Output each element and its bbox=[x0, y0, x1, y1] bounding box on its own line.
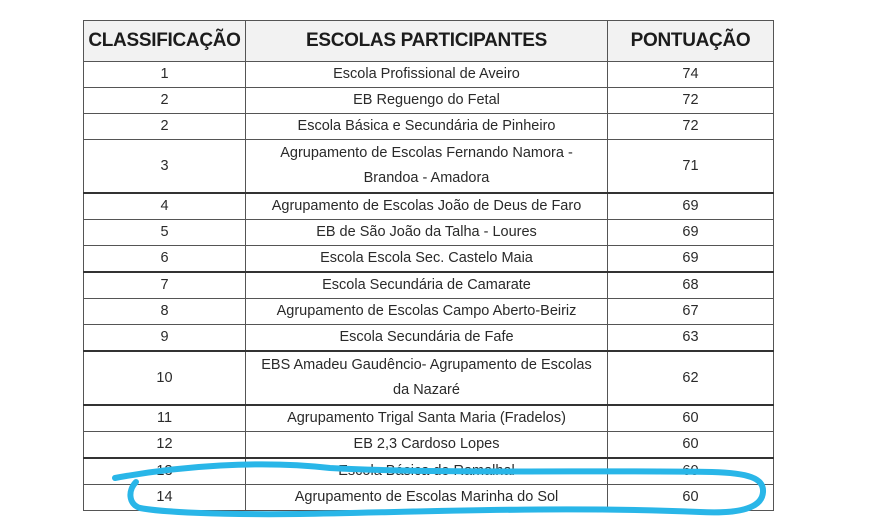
school-cell: Escola Secundária de Camarate bbox=[245, 271, 608, 299]
score-cell: 62 bbox=[607, 350, 774, 406]
ranking-table-container: CLASSIFICAÇÃO ESCOLAS PARTICIPANTES PONT… bbox=[83, 20, 774, 511]
school-cell: Agrupamento de Escolas João de Deus de F… bbox=[245, 192, 608, 220]
school-cell: Escola Básica do Ramalhal bbox=[245, 457, 608, 485]
table-row-highlighted: 13 Escola Básica do Ramalhal 60 bbox=[83, 457, 774, 485]
school-cell: Escola Básica e Secundária de Pinheiro bbox=[245, 113, 608, 140]
table-row: 8 Agrupamento de Escolas Campo Aberto-Be… bbox=[83, 298, 774, 325]
table-row: 7 Escola Secundária de Camarate 68 bbox=[83, 271, 774, 299]
score-cell: 60 bbox=[607, 404, 774, 432]
score-cell: 60 bbox=[607, 484, 774, 511]
score-cell: 71 bbox=[607, 139, 774, 194]
school-cell: Escola Escola Sec. Castelo Maia bbox=[245, 245, 608, 273]
rank-cell: 2 bbox=[83, 113, 246, 140]
score-cell: 67 bbox=[607, 298, 774, 325]
rank-cell: 12 bbox=[83, 431, 246, 459]
score-cell: 69 bbox=[607, 219, 774, 246]
rank-cell: 10 bbox=[83, 350, 246, 406]
rank-cell: 13 bbox=[83, 457, 246, 485]
header-row: CLASSIFICAÇÃO ESCOLAS PARTICIPANTES PONT… bbox=[83, 20, 774, 62]
score-cell: 74 bbox=[607, 61, 774, 88]
school-cell: EB Reguengo do Fetal bbox=[245, 87, 608, 114]
table-row: 14 Agrupamento de Escolas Marinha do Sol… bbox=[83, 484, 774, 511]
rank-cell: 5 bbox=[83, 219, 246, 246]
score-cell: 68 bbox=[607, 271, 774, 299]
rank-cell: 8 bbox=[83, 298, 246, 325]
table-row: 6 Escola Escola Sec. Castelo Maia 69 bbox=[83, 245, 774, 273]
school-cell: Agrupamento Trigal Santa Maria (Fradelos… bbox=[245, 404, 608, 432]
rank-cell: 3 bbox=[83, 139, 246, 194]
rank-cell: 9 bbox=[83, 324, 246, 352]
score-cell: 69 bbox=[607, 245, 774, 273]
column-header-classification: CLASSIFICAÇÃO bbox=[83, 20, 246, 62]
rank-cell: 6 bbox=[83, 245, 246, 273]
table-row: 4 Agrupamento de Escolas João de Deus de… bbox=[83, 192, 774, 220]
school-cell: Agrupamento de Escolas Fernando Namora -… bbox=[245, 139, 608, 194]
rank-cell: 11 bbox=[83, 404, 246, 432]
school-cell: Agrupamento de Escolas Campo Aberto-Beir… bbox=[245, 298, 608, 325]
school-cell: EB de São João da Talha - Loures bbox=[245, 219, 608, 246]
school-cell: EB 2,3 Cardoso Lopes bbox=[245, 431, 608, 459]
rank-cell: 14 bbox=[83, 484, 246, 511]
score-cell: 63 bbox=[607, 324, 774, 352]
table-row: 5 EB de São João da Talha - Loures 69 bbox=[83, 219, 774, 246]
table-row: 2 Escola Básica e Secundária de Pinheiro… bbox=[83, 113, 774, 140]
column-header-score: PONTUAÇÃO bbox=[607, 20, 774, 62]
score-cell: 72 bbox=[607, 87, 774, 114]
score-cell: 60 bbox=[607, 457, 774, 485]
table-row: 12 EB 2,3 Cardoso Lopes 60 bbox=[83, 431, 774, 459]
rank-cell: 7 bbox=[83, 271, 246, 299]
school-cell: Agrupamento de Escolas Marinha do Sol bbox=[245, 484, 608, 511]
rank-cell: 2 bbox=[83, 87, 246, 114]
table-row: 9 Escola Secundária de Fafe 63 bbox=[83, 324, 774, 352]
column-header-schools: ESCOLAS PARTICIPANTES bbox=[245, 20, 608, 62]
ranking-table: CLASSIFICAÇÃO ESCOLAS PARTICIPANTES PONT… bbox=[83, 20, 774, 511]
rank-cell: 4 bbox=[83, 192, 246, 220]
table-row: 10 EBS Amadeu Gaudêncio- Agrupamento de … bbox=[83, 350, 774, 406]
school-cell: Escola Profissional de Aveiro bbox=[245, 61, 608, 88]
table-row: 1 Escola Profissional de Aveiro 74 bbox=[83, 61, 774, 88]
score-cell: 72 bbox=[607, 113, 774, 140]
table-header: CLASSIFICAÇÃO ESCOLAS PARTICIPANTES PONT… bbox=[83, 20, 774, 62]
table-row: 3 Agrupamento de Escolas Fernando Namora… bbox=[83, 139, 774, 194]
table-row: 11 Agrupamento Trigal Santa Maria (Frade… bbox=[83, 404, 774, 432]
rank-cell: 1 bbox=[83, 61, 246, 88]
school-cell: Escola Secundária de Fafe bbox=[245, 324, 608, 352]
score-cell: 69 bbox=[607, 192, 774, 220]
table-row: 2 EB Reguengo do Fetal 72 bbox=[83, 87, 774, 114]
score-cell: 60 bbox=[607, 431, 774, 459]
table-body: 1 Escola Profissional de Aveiro 74 2 EB … bbox=[83, 61, 774, 511]
school-cell: EBS Amadeu Gaudêncio- Agrupamento de Esc… bbox=[245, 350, 608, 406]
